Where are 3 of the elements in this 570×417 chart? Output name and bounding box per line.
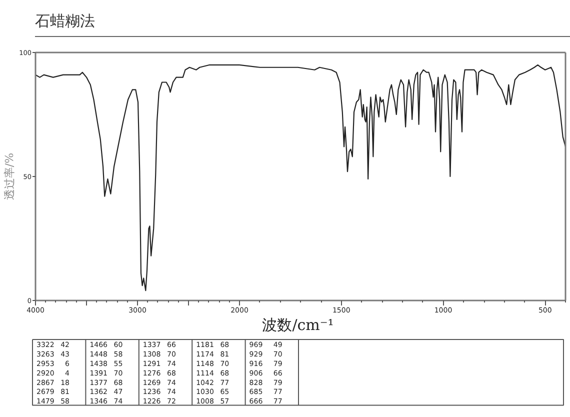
x-axis-title: 波数/cm⁻¹ — [261, 315, 335, 335]
y-axis-title: 透过率/% — [3, 152, 16, 200]
chart-title: 石蜡糊法 — [35, 0, 570, 37]
